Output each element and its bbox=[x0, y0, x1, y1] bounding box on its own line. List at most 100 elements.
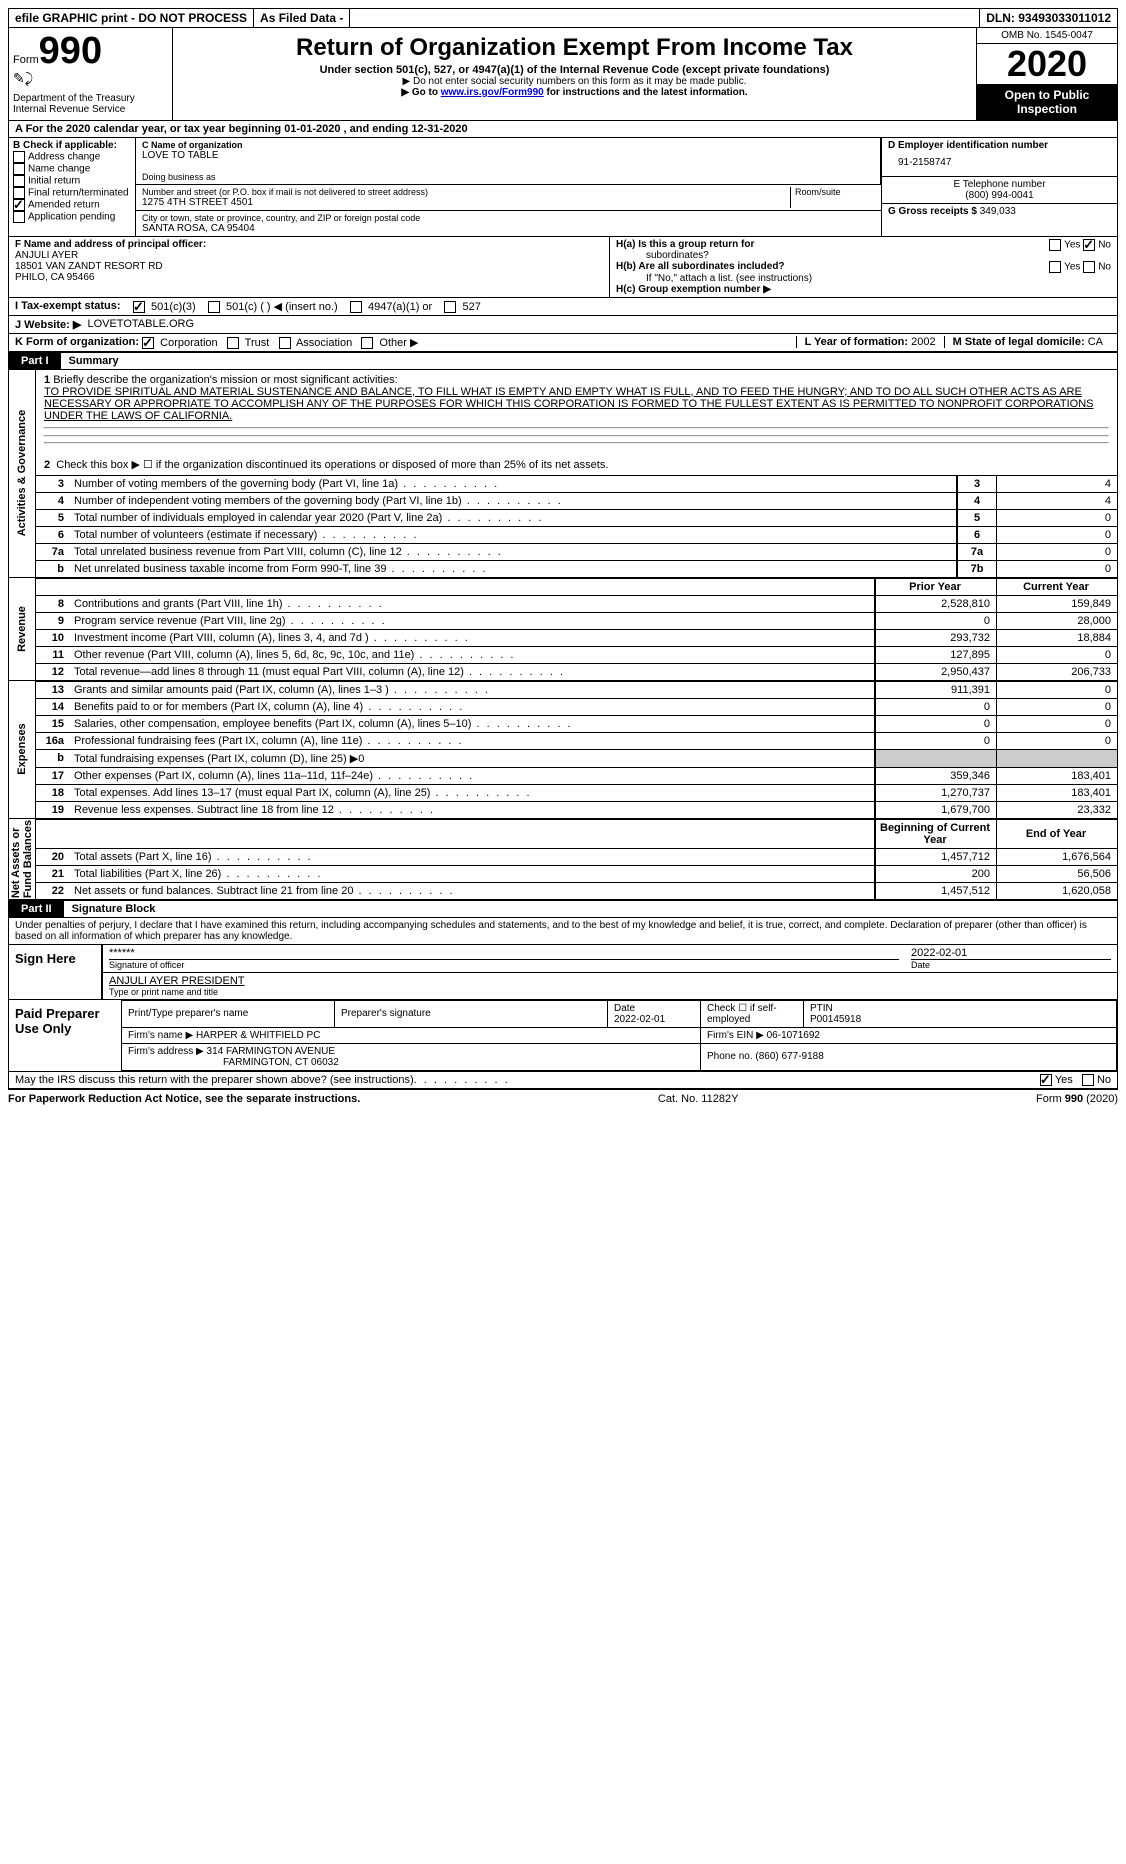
tel-value: (800) 994-0041 bbox=[888, 190, 1111, 201]
rowi-checkbox[interactable] bbox=[444, 301, 456, 313]
colb-item: Name change bbox=[13, 163, 131, 175]
rowi-checkbox[interactable] bbox=[350, 301, 362, 313]
current-year-header: Current Year bbox=[997, 578, 1118, 595]
rowk-checkbox[interactable] bbox=[361, 337, 373, 349]
part2-label: Part II bbox=[9, 901, 64, 917]
table-row: 14Benefits paid to or for members (Part … bbox=[36, 698, 1117, 715]
sign-here-block: Sign Here ****** Signature of officer 20… bbox=[8, 945, 1118, 1000]
form-label: Form bbox=[13, 54, 39, 66]
colb-checkbox[interactable] bbox=[13, 151, 25, 163]
paid-preparer-block: Paid Preparer Use Only Print/Type prepar… bbox=[8, 1000, 1118, 1072]
hb-label: H(b) Are all subordinates included? bbox=[616, 261, 785, 272]
table-row: 21Total liabilities (Part X, line 26)200… bbox=[36, 865, 1117, 882]
colb-item: Initial return bbox=[13, 175, 131, 187]
rowk-checkbox[interactable] bbox=[227, 337, 239, 349]
omb-number: OMB No. 1545-0047 bbox=[977, 28, 1117, 44]
line2-discontinued: 2 Check this box ▶ ☐ if the organization… bbox=[36, 454, 1117, 475]
colb-checkbox[interactable] bbox=[13, 175, 25, 187]
mission-label: Briefly describe the organization's miss… bbox=[53, 374, 397, 386]
colb-checkbox[interactable] bbox=[13, 163, 25, 175]
penalties-text: Under penalties of perjury, I declare th… bbox=[8, 918, 1118, 945]
hb-note: If "No," attach a list. (see instruction… bbox=[646, 273, 1111, 284]
l-value: 2002 bbox=[911, 336, 935, 348]
city-label: City or town, state or province, country… bbox=[142, 213, 875, 223]
colb-checkbox[interactable] bbox=[13, 199, 25, 211]
rowi-checkbox[interactable] bbox=[208, 301, 220, 313]
netassets-table: Beginning of Current Year End of Year 20… bbox=[36, 819, 1117, 899]
ha-no-checkbox[interactable] bbox=[1083, 239, 1095, 251]
table-row: bNet unrelated business taxable income f… bbox=[36, 560, 1117, 577]
officer-addr1: 18501 VAN ZANDT RESORT RD bbox=[15, 261, 603, 272]
revenue-section: Revenue Prior Year Current Year 8Contrib… bbox=[8, 578, 1118, 681]
officer-name-title: ANJULI AYER PRESIDENT bbox=[109, 975, 1111, 987]
hb-yes-checkbox[interactable] bbox=[1049, 261, 1061, 273]
tax-year: 2020 bbox=[977, 44, 1117, 84]
city-value: SANTA ROSA, CA 95404 bbox=[142, 223, 875, 234]
table-row: bTotal fundraising expenses (Part IX, co… bbox=[36, 749, 1117, 767]
table-row: 19Revenue less expenses. Subtract line 1… bbox=[36, 801, 1117, 818]
table-row: 22Net assets or fund balances. Subtract … bbox=[36, 882, 1117, 899]
irs-link[interactable]: www.irs.gov/Form990 bbox=[441, 87, 544, 98]
row-k-label: K Form of organization: bbox=[15, 336, 139, 348]
table-row: 3Number of voting members of the governi… bbox=[36, 475, 1117, 492]
governance-table: 3Number of voting members of the governi… bbox=[36, 475, 1117, 577]
discuss-row: May the IRS discuss this return with the… bbox=[8, 1072, 1118, 1089]
info-grid: B Check if applicable: Address changeNam… bbox=[8, 138, 1118, 237]
table-row: 12Total revenue—add lines 8 through 11 (… bbox=[36, 663, 1117, 680]
col-d-ein-tel: D Employer identification number 91-2158… bbox=[881, 138, 1117, 236]
netassets-section: Net Assets or Fund Balances Beginning of… bbox=[8, 819, 1118, 901]
ein-value: 91-2158747 bbox=[888, 151, 1111, 174]
table-row: 16aProfessional fundraising fees (Part I… bbox=[36, 732, 1117, 749]
discuss-no-checkbox[interactable] bbox=[1082, 1074, 1094, 1086]
vlabel-governance: Activities & Governance bbox=[9, 370, 36, 577]
table-row: 13Grants and similar amounts paid (Part … bbox=[36, 681, 1117, 698]
website-value: LOVETOTABLE.ORG bbox=[87, 318, 194, 330]
dba-label: Doing business as bbox=[142, 172, 874, 182]
colb-item: Amended return bbox=[13, 199, 131, 211]
governance-section: Activities & Governance 1 Briefly descri… bbox=[8, 370, 1118, 578]
ha-sub: subordinates? bbox=[646, 250, 709, 261]
topbar-spacer bbox=[350, 9, 980, 27]
part1-label: Part I bbox=[9, 353, 61, 369]
vlabel-revenue: Revenue bbox=[9, 578, 36, 680]
footer-right: Form 990 (2020) bbox=[1036, 1093, 1118, 1105]
colb-checkbox[interactable] bbox=[13, 211, 25, 223]
header-line3: ▶ Go to www.irs.gov/Form990 for instruct… bbox=[177, 87, 972, 98]
sig-date: 2022-02-01 bbox=[911, 947, 1111, 959]
dln-value: 93493033011012 bbox=[1018, 11, 1111, 25]
street-label: Number and street (or P.O. box if mail i… bbox=[142, 187, 790, 197]
eoy-header: End of Year bbox=[997, 819, 1118, 848]
ha-label: H(a) Is this a group return for bbox=[616, 239, 754, 250]
sig-stars: ****** bbox=[109, 947, 899, 959]
org-name: LOVE TO TABLE bbox=[142, 150, 874, 161]
colb-item: Final return/terminated bbox=[13, 187, 131, 199]
rowk-checkbox[interactable] bbox=[279, 337, 291, 349]
discuss-yes-checkbox[interactable] bbox=[1040, 1074, 1052, 1086]
dln-label: DLN: bbox=[986, 11, 1015, 25]
expenses-table: 13Grants and similar amounts paid (Part … bbox=[36, 681, 1117, 818]
paid-preparer-label: Paid Preparer Use Only bbox=[9, 1000, 121, 1071]
officer-addr2: PHILO, CA 95466 bbox=[15, 272, 603, 283]
ha-yes-checkbox[interactable] bbox=[1049, 239, 1061, 251]
mission-block: 1 Briefly describe the organization's mi… bbox=[36, 370, 1117, 454]
org-name-label: C Name of organization bbox=[142, 140, 874, 150]
header-left: Form990 ✎⤸ Department of the Treasury In… bbox=[9, 28, 173, 120]
dept-label: Department of the Treasury Internal Reve… bbox=[13, 93, 168, 115]
form-number: 990 bbox=[39, 30, 102, 72]
table-row: 15Salaries, other compensation, employee… bbox=[36, 715, 1117, 732]
colb-item: Address change bbox=[13, 151, 131, 163]
vlabel-netassets: Net Assets or Fund Balances bbox=[9, 819, 36, 899]
m-value: CA bbox=[1088, 336, 1103, 348]
vlabel-expenses: Expenses bbox=[9, 681, 36, 818]
type-print-label: Type or print name and title bbox=[109, 987, 1111, 997]
rowi-checkbox[interactable] bbox=[133, 301, 145, 313]
table-row: 20Total assets (Part X, line 16)1,457,71… bbox=[36, 848, 1117, 865]
page-footer: For Paperwork Reduction Act Notice, see … bbox=[8, 1089, 1118, 1105]
part1-title: Summary bbox=[61, 353, 127, 369]
row-a-tax-year: A For the 2020 calendar year, or tax yea… bbox=[8, 121, 1118, 138]
hb-no-checkbox[interactable] bbox=[1083, 261, 1095, 273]
footer-mid: Cat. No. 11282Y bbox=[658, 1093, 739, 1105]
table-row: 9Program service revenue (Part VIII, lin… bbox=[36, 612, 1117, 629]
table-row: 17Other expenses (Part IX, column (A), l… bbox=[36, 767, 1117, 784]
rowk-checkbox[interactable] bbox=[142, 337, 154, 349]
